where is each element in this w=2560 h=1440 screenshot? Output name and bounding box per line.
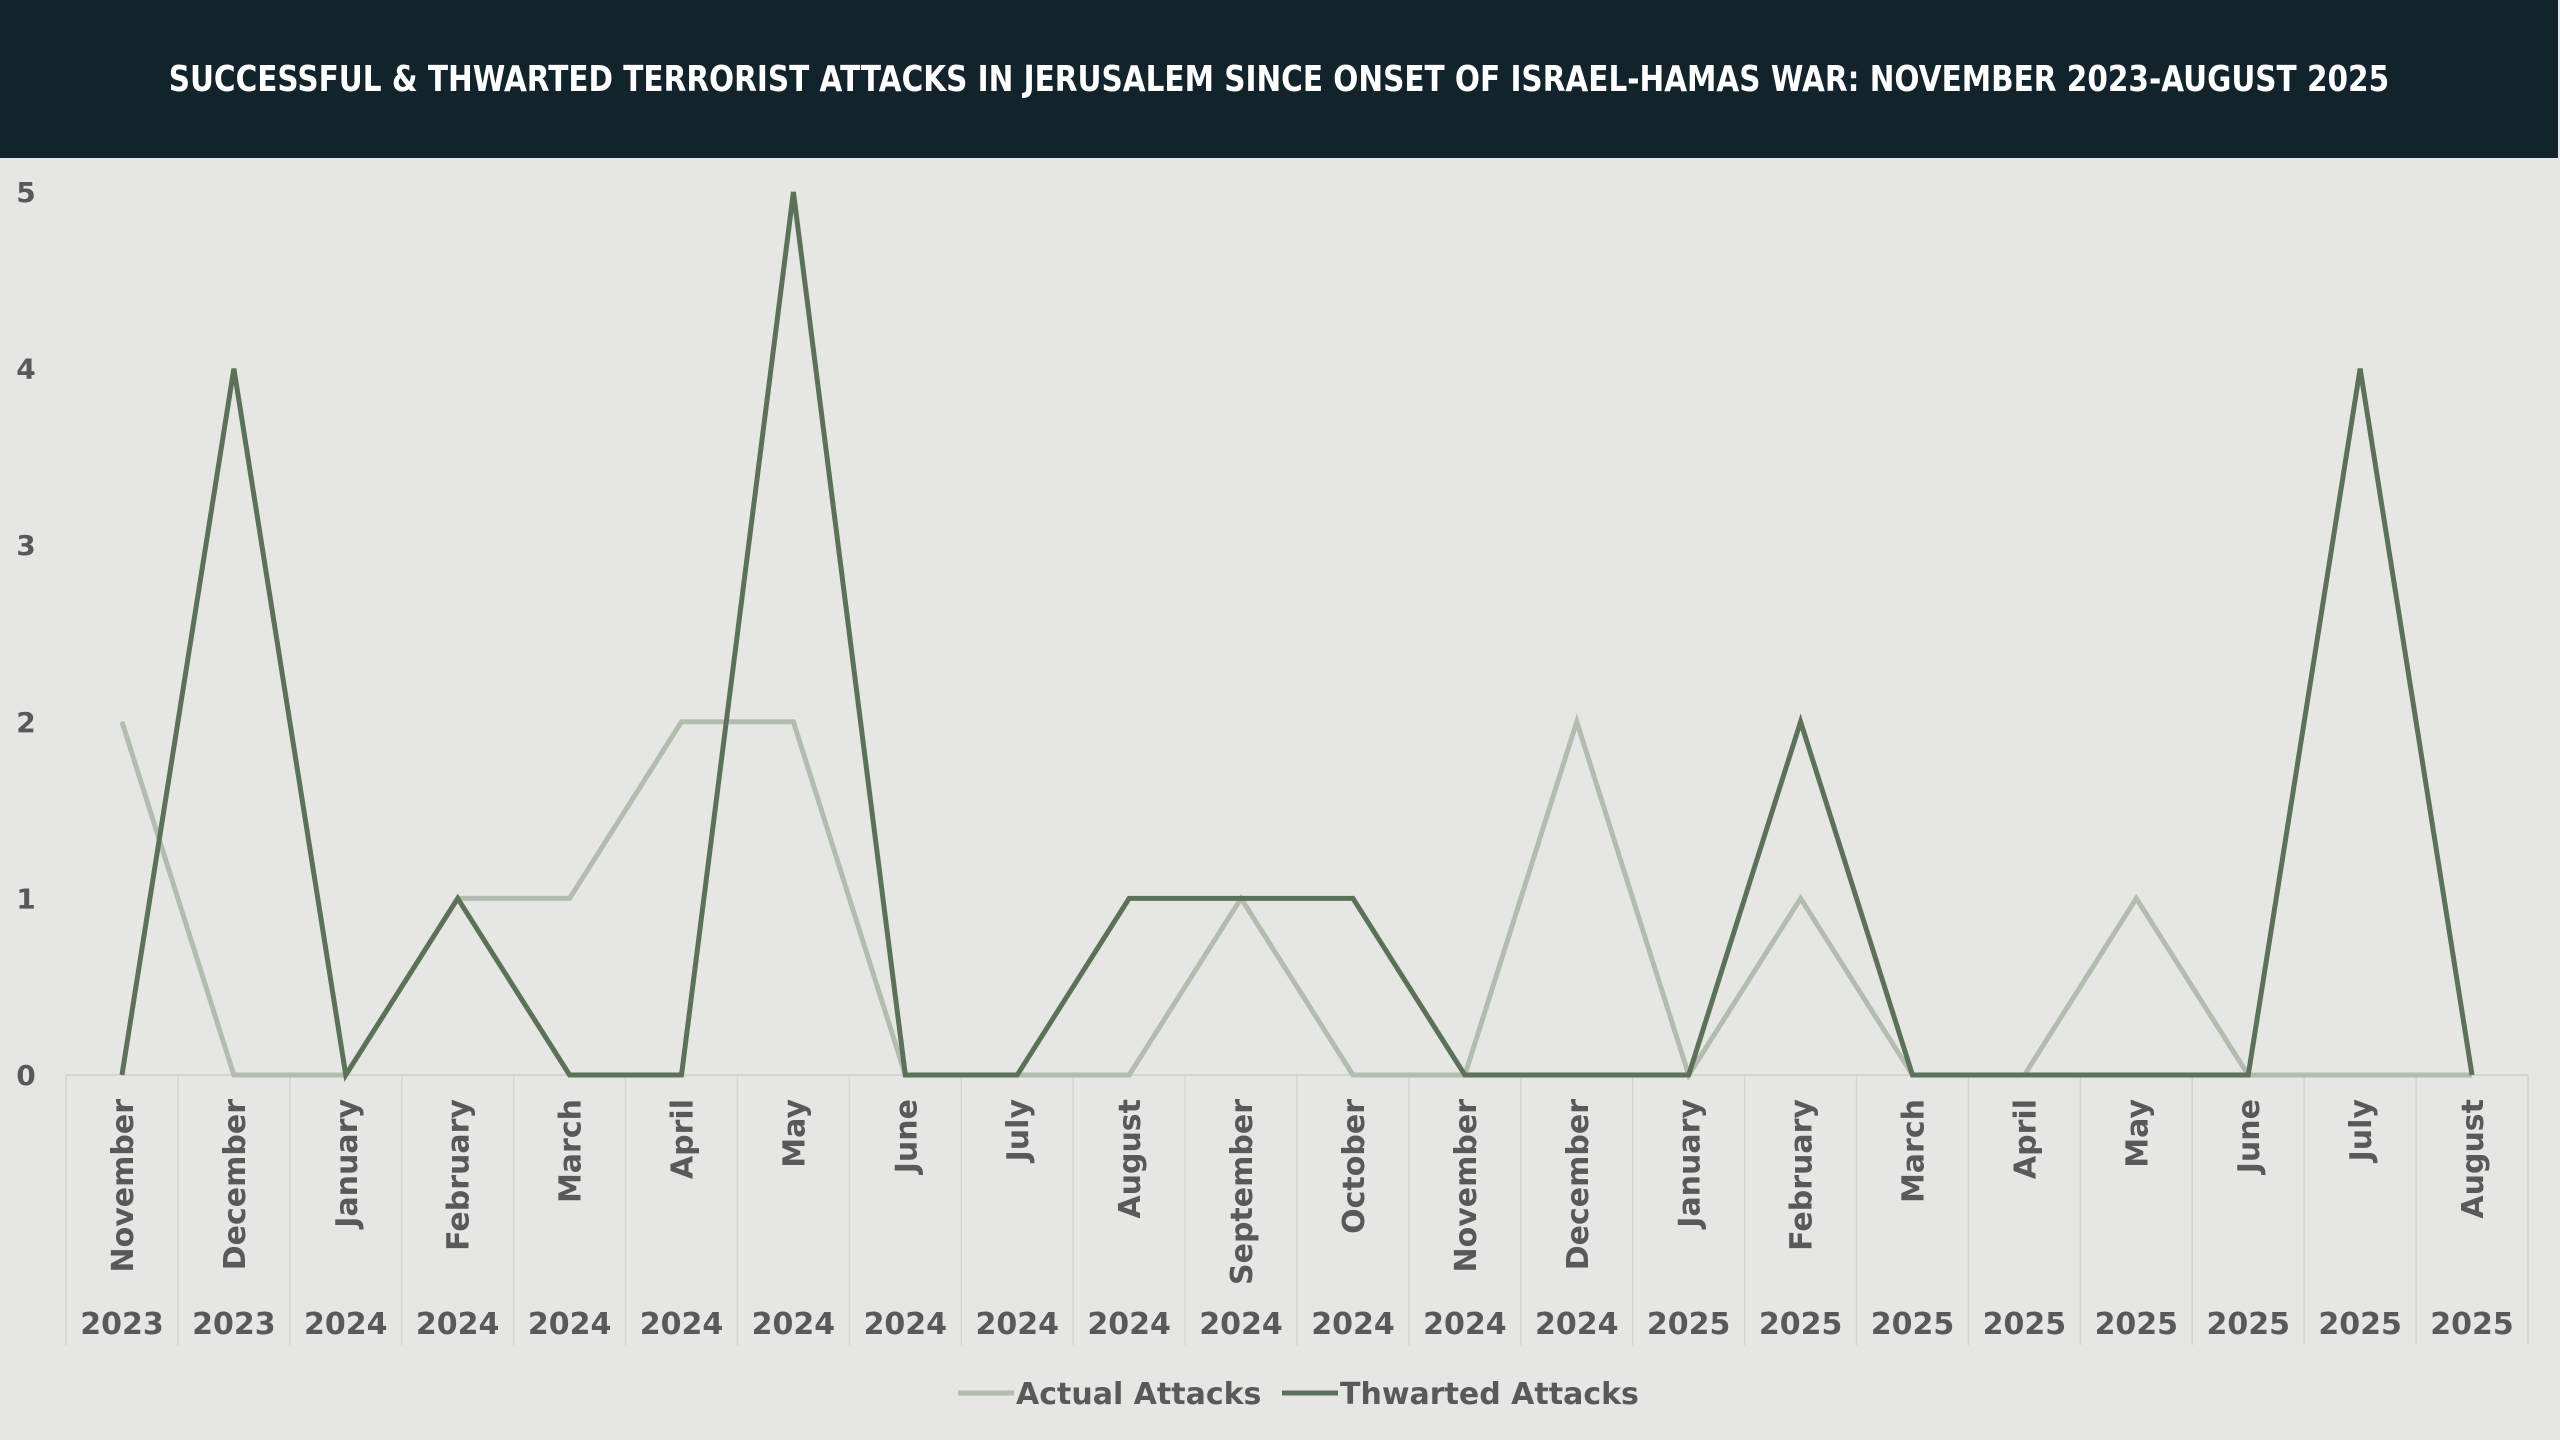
x-tick-year-label: 2023: [80, 1307, 164, 1342]
x-tick-month-label: February: [442, 1099, 477, 1251]
y-tick-label: 3: [16, 529, 35, 562]
y-tick-label: 4: [16, 353, 35, 386]
x-tick-year-label: 2025: [1759, 1307, 1843, 1342]
x-tick-year-label: 2024: [1535, 1307, 1619, 1342]
x-tick-year-label: 2025: [1871, 1307, 1955, 1342]
x-tick-month-label: January: [330, 1099, 365, 1230]
x-tick-year-label: 2024: [1087, 1307, 1171, 1342]
x-tick-year-label: 2024: [304, 1307, 388, 1342]
y-tick-label: 0: [16, 1059, 35, 1092]
x-tick-month-label: October: [1337, 1099, 1372, 1234]
x-tick-year-label: 2024: [975, 1307, 1059, 1342]
chart-title: SUCCESSFUL & THWARTED TERRORIST ATTACKS …: [168, 58, 2390, 100]
x-tick-month-label: July: [1001, 1099, 1036, 1164]
y-tick-label: 1: [16, 882, 35, 915]
x-tick-month-label: August: [1113, 1099, 1148, 1219]
x-tick-month-label: September: [1225, 1099, 1260, 1285]
x-tick-year-label: 2024: [752, 1307, 836, 1342]
x-tick-year-label: 2024: [416, 1307, 500, 1342]
x-tick-month-label: December: [1561, 1099, 1596, 1270]
x-tick-month-label: January: [1673, 1099, 1708, 1230]
x-tick-month-label: November: [106, 1099, 141, 1273]
thwarted-attacks-line: [119, 191, 2475, 1082]
x-tick-month-label: May: [777, 1099, 812, 1168]
x-tick-year-label: 2025: [2318, 1307, 2402, 1342]
x-tick-year-label: 2025: [1983, 1307, 2067, 1342]
legend-label-actual: Actual Attacks: [1016, 1377, 1261, 1412]
x-tick-year-label: 2025: [2095, 1307, 2179, 1342]
chart-header: SUCCESSFUL & THWARTED TERRORIST ATTACKS …: [0, 0, 2558, 158]
x-tick-month-label: June: [2232, 1099, 2267, 1175]
x-tick-year-label: 2024: [864, 1307, 948, 1342]
x-tick-year-label: 2024: [1311, 1307, 1395, 1342]
x-tick-month-label: May: [2120, 1099, 2155, 1168]
x-tick-month-label: November: [1449, 1099, 1484, 1273]
x-tick-month-label: April: [2008, 1099, 2043, 1179]
x-tick-month-label: June: [889, 1099, 924, 1175]
x-tick-month-label: March: [554, 1099, 589, 1203]
x-tick-year-label: 2025: [2430, 1307, 2514, 1342]
x-tick-year-label: 2025: [1647, 1307, 1731, 1342]
legend-label-thwarted: Thwarted Attacks: [1340, 1377, 1639, 1412]
x-tick-month-label: July: [2344, 1099, 2379, 1164]
x-tick-year-label: 2025: [2206, 1307, 2290, 1342]
x-tick-month-label: August: [2456, 1099, 2491, 1219]
x-tick-month-label: February: [1785, 1099, 1820, 1251]
x-tick-year-label: 2023: [192, 1307, 276, 1342]
actual-attacks-line: [119, 713, 2473, 1081]
x-tick-year-label: 2024: [1199, 1307, 1283, 1342]
x-tick-month-label: March: [1897, 1099, 1932, 1203]
x-tick-year-label: 2024: [640, 1307, 724, 1342]
x-tick-year-label: 2024: [1423, 1307, 1507, 1342]
y-tick-label: 2: [16, 706, 35, 739]
y-tick-label: 5: [16, 176, 35, 209]
x-tick-year-label: 2024: [528, 1307, 612, 1342]
x-tick-month-label: April: [666, 1099, 701, 1179]
x-tick-month-label: December: [218, 1099, 253, 1270]
